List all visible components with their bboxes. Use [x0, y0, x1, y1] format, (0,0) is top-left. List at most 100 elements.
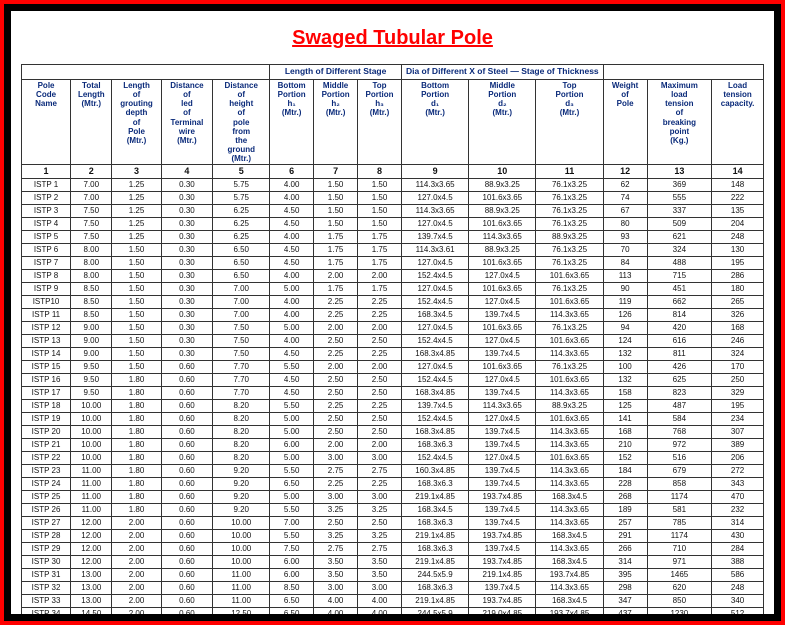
cell: 1465	[647, 568, 712, 581]
cell: 180	[712, 282, 764, 295]
cell: ISTP 32	[22, 581, 71, 594]
cell: 189	[603, 503, 647, 516]
cell: 168	[603, 425, 647, 438]
cell: 160.3x4.85	[402, 464, 469, 477]
table-row: ISTP 3313.002.000.6011.006.504.004.00219…	[22, 594, 764, 607]
cell: 114.3x3.65	[536, 347, 603, 360]
cell: 6.25	[213, 217, 270, 230]
cell: 4.00	[270, 308, 314, 321]
cell: 347	[603, 594, 647, 607]
cell: 616	[647, 334, 712, 347]
table-row: ISTP 2311.001.800.609.205.502.752.75160.…	[22, 464, 764, 477]
cell: ISTP 31	[22, 568, 71, 581]
table-row: ISTP 78.001.500.306.504.501.751.75127.0x…	[22, 256, 764, 269]
cell: 0.60	[161, 503, 213, 516]
cell: 4.50	[270, 243, 314, 256]
cell: 130	[712, 243, 764, 256]
cell: 487	[647, 399, 712, 412]
cell: 88.9x3.25	[469, 204, 536, 217]
cell: 248	[712, 581, 764, 594]
cell: 1.75	[314, 282, 358, 295]
cell: 168.3x6.3	[402, 477, 469, 490]
cell: 101.6x3.65	[536, 373, 603, 386]
cell: 509	[647, 217, 712, 230]
cell: 1.25	[112, 191, 161, 204]
table-row: ISTP 37.501.250.306.254.501.501.50114.3x…	[22, 204, 764, 217]
cell: ISTP 19	[22, 412, 71, 425]
cell: 4.00	[314, 607, 358, 614]
cell: 101.6x3.65	[536, 412, 603, 425]
cell: 470	[712, 490, 764, 503]
colnum-6: 7	[314, 165, 358, 178]
cell: 88.9x3.25	[536, 399, 603, 412]
cell: 0.60	[161, 360, 213, 373]
colnum-5: 6	[270, 165, 314, 178]
cell: ISTP 21	[22, 438, 71, 451]
cell: 114.3x3.65	[536, 386, 603, 399]
cell: ISTP 28	[22, 529, 71, 542]
cell: 101.6x3.65	[469, 282, 536, 295]
cell: 10.00	[71, 399, 112, 412]
cell: 114.3x3.65	[469, 399, 536, 412]
cell: ISTP 33	[22, 594, 71, 607]
cell: 127.0x4.5	[402, 191, 469, 204]
cell: 12.00	[71, 542, 112, 555]
colnum-3: 4	[161, 165, 213, 178]
cell: 80	[603, 217, 647, 230]
cell: 5.00	[270, 321, 314, 334]
cell: 7.00	[270, 516, 314, 529]
cell: 6.50	[270, 607, 314, 614]
cell: 127.0x4.5	[469, 451, 536, 464]
cell: 184	[603, 464, 647, 477]
cell: 4.00	[270, 191, 314, 204]
cell: 0.60	[161, 542, 213, 555]
cell: 100	[603, 360, 647, 373]
cell: 8.20	[213, 399, 270, 412]
cell: 1.25	[112, 204, 161, 217]
cell: ISTP 25	[22, 490, 71, 503]
cell: ISTP 27	[22, 516, 71, 529]
cell: 426	[647, 360, 712, 373]
cell: 0.60	[161, 568, 213, 581]
cell: 265	[712, 295, 764, 308]
cell: ISTP 30	[22, 555, 71, 568]
cell: ISTP 20	[22, 425, 71, 438]
cell: 1.75	[314, 256, 358, 269]
cell: 5.75	[213, 191, 270, 204]
cell: 0.60	[161, 477, 213, 490]
table-row: ISTP 2010.001.800.608.205.002.502.50168.…	[22, 425, 764, 438]
table-row: ISTP 3012.002.000.6010.006.003.503.50219…	[22, 555, 764, 568]
cell: 5.50	[270, 399, 314, 412]
cell: 101.6x3.65	[536, 334, 603, 347]
cell: 114.3x3.61	[402, 243, 469, 256]
cell: 2.00	[314, 438, 358, 451]
cell: 2.75	[358, 542, 402, 555]
colnum-2: 3	[112, 165, 161, 178]
cell: 329	[712, 386, 764, 399]
cell: 0.30	[161, 178, 213, 191]
cell: 1.25	[112, 230, 161, 243]
cell: 1.75	[358, 282, 402, 295]
cell: 127.0x4.5	[402, 217, 469, 230]
cell: 430	[712, 529, 764, 542]
cell: 715	[647, 269, 712, 282]
cell: 152.4x4.5	[402, 412, 469, 425]
cell: 8.00	[71, 256, 112, 269]
cell: 679	[647, 464, 712, 477]
cell: 132	[603, 347, 647, 360]
cell: 84	[603, 256, 647, 269]
cell: 139.7x4.5	[469, 581, 536, 594]
cell: 139.7x4.5	[469, 503, 536, 516]
table-row: ISTP 2411.001.800.609.206.502.252.25168.…	[22, 477, 764, 490]
cell: 272	[712, 464, 764, 477]
cell: 10.00	[71, 412, 112, 425]
cell: 3.50	[314, 568, 358, 581]
cell: 5.00	[270, 412, 314, 425]
cell: 4.00	[270, 269, 314, 282]
cell: 10.00	[213, 516, 270, 529]
cell: 10.00	[71, 451, 112, 464]
cell: 114.3x3.65	[469, 230, 536, 243]
cell: 9.50	[71, 360, 112, 373]
col-12: Maximumloadtensionofbreakingpoint(Kg.)	[647, 79, 712, 165]
super-dia: Dia of Different X of Steel — Stage of T…	[402, 65, 604, 80]
